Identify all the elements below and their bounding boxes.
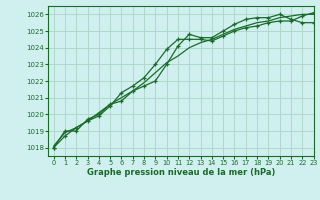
X-axis label: Graphe pression niveau de la mer (hPa): Graphe pression niveau de la mer (hPa) [87, 168, 275, 177]
